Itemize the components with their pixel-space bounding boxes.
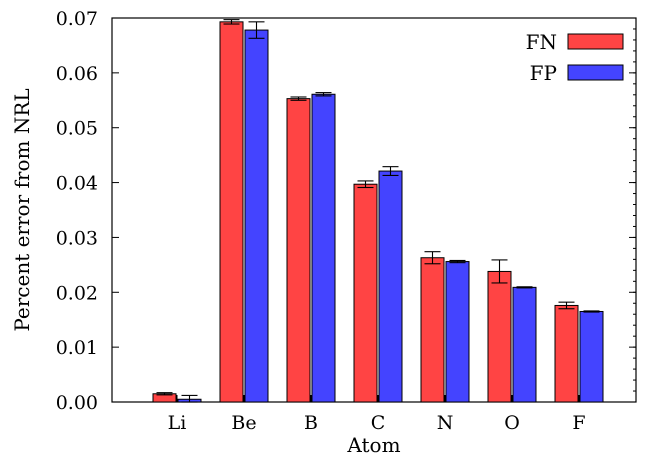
legend-swatch-fn — [567, 33, 624, 50]
x-tick-label: N — [437, 412, 454, 434]
y-tick-label: 0.03 — [56, 227, 98, 249]
x-tick-label: Li — [168, 412, 187, 434]
bar-fn — [554, 304, 579, 403]
bar-fn — [219, 21, 244, 403]
bar-fn — [420, 257, 445, 403]
x-tick-label: C — [371, 412, 386, 434]
bar-fn — [353, 183, 378, 403]
y-tick-label: 0.04 — [56, 173, 98, 195]
legend-label-fn: FN — [526, 30, 557, 54]
bar-fp — [512, 286, 537, 403]
bar-fp — [445, 261, 470, 403]
x-tick-label: Be — [231, 412, 256, 434]
y-tick-label: 0.00 — [56, 392, 98, 414]
y-tick-label: 0.05 — [56, 118, 98, 140]
x-tick-label: B — [304, 412, 318, 434]
legend-swatch-fp — [567, 64, 624, 81]
bar-fp — [579, 310, 604, 403]
legend-label-fp: FP — [530, 61, 557, 85]
bar-fp — [378, 170, 403, 403]
x-tick-label: O — [504, 412, 520, 434]
x-axis-title: Atom — [346, 433, 400, 457]
y-tick-label: 0.07 — [56, 8, 98, 30]
bar-fn — [286, 98, 311, 403]
bar-fp — [244, 29, 269, 403]
x-tick-label: F — [572, 412, 585, 434]
y-axis-title: Percent error from NRL — [10, 88, 34, 331]
y-tick-label: 0.02 — [56, 282, 98, 304]
bar-fp — [311, 93, 336, 403]
y-tick-label: 0.01 — [56, 337, 98, 359]
y-tick-label: 0.06 — [56, 63, 98, 85]
bar-fn — [487, 270, 512, 403]
